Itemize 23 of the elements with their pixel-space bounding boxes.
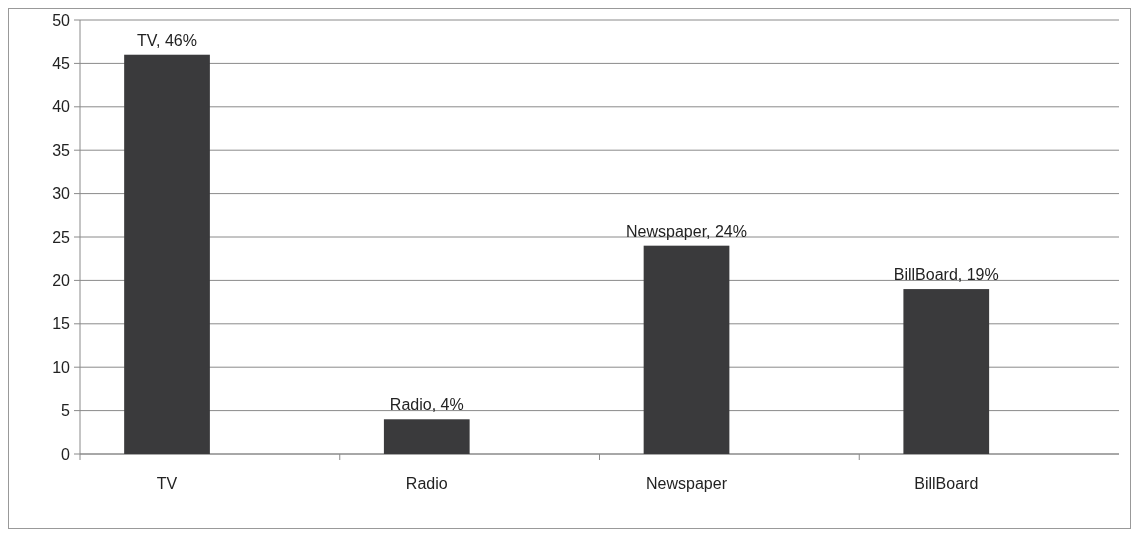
x-tick-label: Newspaper — [646, 475, 728, 492]
x-tick-label: BillBoard — [914, 475, 979, 492]
y-tick-label: 15 — [52, 315, 71, 333]
bar — [643, 245, 730, 454]
x-tick-label: Radio — [405, 475, 448, 492]
y-tick-label: 25 — [52, 228, 71, 246]
data-label: Radio, 4% — [389, 396, 464, 414]
bar — [383, 419, 470, 454]
data-label: BillBoard, 19% — [893, 266, 999, 284]
bar — [903, 289, 990, 454]
y-tick-label: 5 — [61, 402, 71, 420]
y-tick-label: 0 — [61, 445, 71, 463]
y-tick-label: 40 — [52, 98, 71, 116]
y-tick-label: 45 — [52, 55, 71, 72]
y-tick-label: 35 — [52, 141, 71, 159]
y-tick-label: 20 — [52, 272, 71, 289]
y-tick-label: 10 — [52, 358, 71, 376]
y-tick-label: 50 — [52, 11, 71, 29]
data-label: TV, 46% — [137, 31, 197, 49]
bar — [124, 54, 210, 454]
y-tick-label: 30 — [52, 185, 71, 203]
data-label: Newspaper, 24% — [626, 222, 747, 240]
x-tick-label: TV — [156, 475, 178, 492]
